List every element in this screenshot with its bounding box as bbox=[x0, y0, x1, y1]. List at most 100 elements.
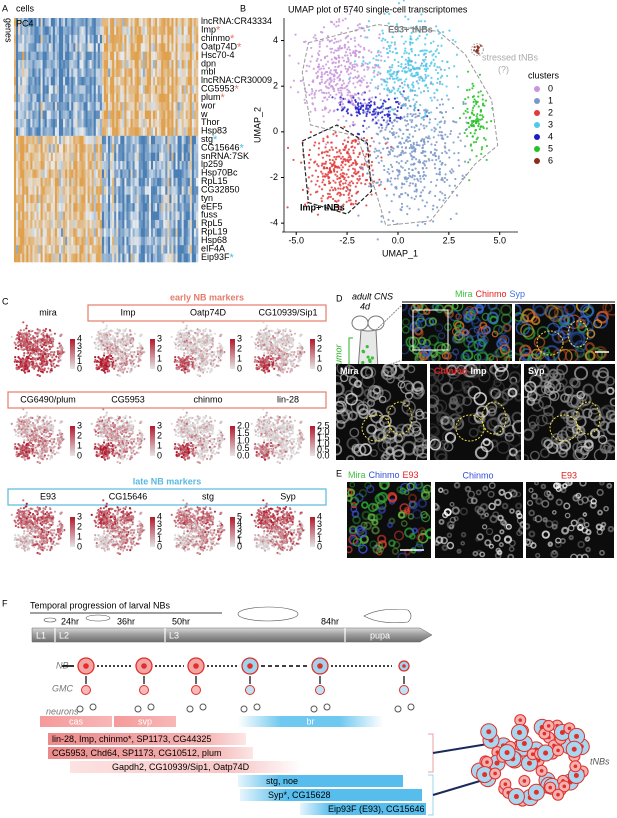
heatmap-cell bbox=[191, 34, 195, 44]
umap-point bbox=[400, 106, 403, 110]
umap-point bbox=[413, 68, 416, 71]
feature-point bbox=[35, 341, 38, 345]
heatmap-cell bbox=[124, 135, 127, 145]
heatmap-cell bbox=[50, 169, 54, 179]
umap-point bbox=[386, 94, 389, 97]
umap-point bbox=[303, 98, 306, 101]
umap-point bbox=[333, 109, 336, 112]
heatmap-cell bbox=[58, 118, 62, 128]
umap-point bbox=[366, 102, 369, 105]
umap-point bbox=[402, 132, 405, 135]
umap-point bbox=[369, 81, 372, 85]
heatmap-cell bbox=[32, 203, 35, 212]
heatmap-cell bbox=[169, 245, 172, 254]
umap-point bbox=[383, 187, 386, 190]
heatmap-cell bbox=[18, 43, 21, 52]
umap-point bbox=[368, 61, 371, 64]
heatmap-cell bbox=[177, 253, 180, 263]
heatmap-cell bbox=[89, 186, 92, 195]
heatmap-cell bbox=[183, 127, 187, 137]
heatmap-cell bbox=[63, 60, 66, 69]
heatmap-cell bbox=[108, 211, 111, 221]
umap-point bbox=[325, 154, 329, 157]
heatmap-cell bbox=[20, 253, 23, 263]
umap-point bbox=[341, 155, 344, 158]
umap-point bbox=[360, 93, 364, 96]
heatmap-cell bbox=[56, 152, 60, 162]
heatmap-cell bbox=[52, 26, 56, 36]
heatmap-cell bbox=[112, 144, 115, 153]
heatmap-cell bbox=[65, 43, 68, 52]
heatmap-cell bbox=[97, 102, 101, 111]
heatmap-cell bbox=[179, 236, 182, 246]
umap-point bbox=[335, 93, 338, 96]
heatmap-cell bbox=[79, 93, 82, 103]
heatmap-cell bbox=[159, 68, 162, 78]
umap-point bbox=[339, 173, 342, 176]
umap-point bbox=[361, 168, 365, 171]
heatmap-cell bbox=[106, 68, 109, 78]
umap-point bbox=[416, 143, 420, 147]
heatmap-cell bbox=[126, 102, 129, 111]
umap-point bbox=[423, 173, 426, 177]
umap-point bbox=[367, 49, 371, 52]
heatmap-cell bbox=[24, 118, 27, 128]
umap-point bbox=[377, 65, 380, 68]
umap-point bbox=[342, 59, 346, 62]
feature-point bbox=[48, 345, 51, 348]
umap-point bbox=[424, 69, 428, 73]
heatmap-cell bbox=[112, 127, 115, 137]
heatmap-cell bbox=[95, 85, 99, 95]
heatmap-cell bbox=[128, 194, 131, 204]
heatmap-cell bbox=[185, 203, 189, 212]
heatmap-cell bbox=[38, 76, 41, 86]
gene-name: Imp bbox=[201, 25, 216, 35]
heatmap-cell bbox=[61, 169, 64, 179]
heatmap-cell bbox=[173, 85, 176, 95]
heatmap-cell bbox=[193, 211, 197, 221]
heatmap-cell bbox=[155, 245, 158, 254]
heatmap-cell bbox=[101, 76, 105, 86]
heatmap-cell bbox=[114, 93, 117, 103]
heatmap-cell bbox=[46, 161, 50, 170]
heatmap-cell bbox=[97, 93, 101, 103]
umap-point bbox=[439, 160, 442, 163]
heatmap-cell bbox=[56, 26, 60, 36]
heatmap-cell bbox=[195, 194, 199, 204]
heatmap-cell bbox=[181, 194, 184, 204]
heatmap-cell bbox=[193, 161, 197, 170]
heatmap-cell bbox=[46, 169, 50, 179]
umap-point bbox=[395, 114, 398, 117]
heatmap-cell bbox=[48, 144, 52, 153]
heatmap-cell bbox=[26, 161, 29, 170]
gene-label: plum* bbox=[201, 92, 226, 104]
heatmap-cell bbox=[130, 236, 133, 246]
umap-point bbox=[430, 111, 433, 114]
heatmap-cell bbox=[40, 203, 43, 212]
heatmap-cell bbox=[171, 253, 174, 263]
heatmap-cell bbox=[171, 76, 174, 86]
heatmap-cell bbox=[144, 211, 148, 221]
heatmap-cell bbox=[177, 144, 180, 153]
umap-point bbox=[326, 192, 330, 195]
heatmap-cell bbox=[124, 219, 127, 229]
heatmap-cell bbox=[58, 236, 62, 246]
heatmap-cell bbox=[187, 127, 191, 137]
heatmap-cell bbox=[112, 186, 115, 195]
heatmap-cell bbox=[75, 110, 78, 120]
heatmap-cell bbox=[144, 169, 148, 179]
umap-point bbox=[321, 181, 324, 184]
umap-point bbox=[437, 157, 440, 160]
heatmap-cell bbox=[50, 161, 54, 170]
heatmap-cell bbox=[16, 43, 19, 52]
umap-point bbox=[332, 168, 336, 171]
umap-point bbox=[381, 37, 385, 40]
heatmap-cell bbox=[171, 26, 174, 36]
heatmap-cell bbox=[195, 253, 199, 263]
heatmap-cell bbox=[134, 203, 137, 212]
heatmap-cell bbox=[150, 186, 154, 195]
heatmap-cell bbox=[81, 245, 84, 254]
heatmap-cell bbox=[126, 51, 129, 61]
heatmap-cell bbox=[138, 127, 142, 137]
heatmap-cell bbox=[34, 161, 37, 170]
